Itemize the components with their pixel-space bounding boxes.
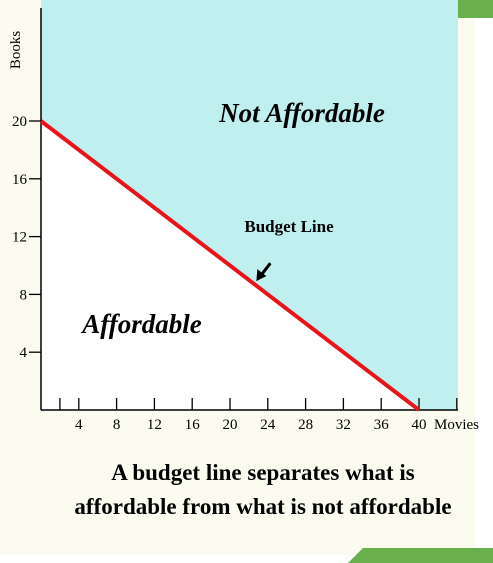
x-tick-label: 36 (374, 417, 390, 433)
y-tick-label: 20 (12, 114, 27, 130)
budget-line (39, 119, 421, 412)
not-affordable-label: Not Affordable (218, 98, 385, 128)
series-group (39, 119, 421, 412)
x-tick-label: 8 (113, 417, 121, 433)
not-affordable-region (41, 0, 458, 410)
x-tick-label: 20 (223, 417, 238, 433)
annotation-arrow-icon (256, 262, 272, 282)
x-ticks: 4 8 12 16 20 24 28 32 36 40 (59, 398, 458, 433)
x-tick-label: 16 (185, 417, 201, 433)
x-tick-label: 28 (298, 417, 313, 433)
y-axis-title: Books (8, 31, 24, 70)
y-ticks: 4 8 12 16 20 (12, 114, 41, 361)
budget-line-annotation: Budget Line (244, 217, 334, 236)
x-tick-label: 12 (147, 417, 162, 433)
caption-line-2: affordable from what is not affordable (74, 494, 451, 519)
x-tick-label: 40 (412, 417, 427, 433)
x-tick-label: 32 (336, 417, 351, 433)
y-tick-label: 16 (12, 172, 28, 188)
slide-accent-bottom (348, 548, 493, 563)
x-axis-title: Movies (434, 417, 479, 433)
y-tick-label: 8 (20, 287, 28, 303)
caption-line-1: A budget line separates what is (111, 460, 415, 485)
y-tick-label: 12 (12, 230, 27, 246)
y-tick-label: 4 (20, 345, 28, 361)
x-tick-label: 24 (260, 417, 276, 433)
x-tick-label: 4 (75, 417, 83, 433)
affordable-label: Affordable (80, 309, 202, 339)
